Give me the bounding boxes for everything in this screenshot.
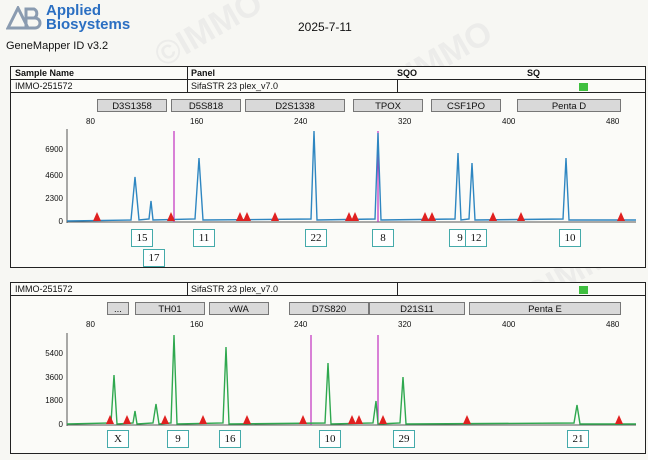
allele-label[interactable]: 8 <box>372 229 394 247</box>
x-tick: 240 <box>294 117 308 126</box>
allele-label[interactable]: 16 <box>219 430 241 448</box>
marker-vwa[interactable]: vWA <box>209 302 269 315</box>
marker-more[interactable]: ... <box>107 302 129 315</box>
marker-tpox[interactable]: TPOX <box>353 99 423 112</box>
y-tick: 2300 <box>45 194 63 203</box>
allele-label[interactable]: 12 <box>465 229 487 247</box>
y-tick: 6900 <box>45 145 63 154</box>
y-tick: 1800 <box>45 396 63 405</box>
y-tick: 4600 <box>45 171 63 180</box>
electropherogram-panel-green: IMMO-251572 SifaSTR 23 plex_v7.0 ... TH0… <box>10 282 646 454</box>
allele-label[interactable]: 10 <box>559 229 581 247</box>
allele-label[interactable]: 21 <box>567 430 589 448</box>
marker-d3s1358[interactable]: D3S1358 <box>97 99 167 112</box>
allele-label[interactable]: 17 <box>143 249 165 267</box>
panel-header: Panel <box>187 67 215 79</box>
y-tick: 0 <box>58 420 63 429</box>
allele-label[interactable]: 29 <box>393 430 415 448</box>
quality-indicator <box>579 286 588 294</box>
marker-penta-d[interactable]: Penta D <box>517 99 621 112</box>
x-tick: 80 <box>86 320 95 329</box>
x-tick: 160 <box>190 117 204 126</box>
app-name: GeneMapper ID v3.2 <box>6 40 109 52</box>
x-tick: 400 <box>502 117 516 126</box>
x-tick: 320 <box>398 320 412 329</box>
sample-row: IMMO-251572 SifaSTR 23 plex_v7.0 <box>11 80 645 93</box>
marker-penta-e[interactable]: Penta E <box>469 302 621 315</box>
x-tick: 480 <box>606 320 620 329</box>
marker-d21s11[interactable]: D21S11 <box>369 302 465 315</box>
allele-label[interactable]: 11 <box>193 229 215 247</box>
marker-th01[interactable]: TH01 <box>135 302 205 315</box>
allele-label[interactable]: 9 <box>167 430 189 448</box>
x-tick: 240 <box>294 320 308 329</box>
brand-name: Applied Biosystems <box>46 2 131 33</box>
sq-header: SQ <box>527 68 541 78</box>
y-tick: 3600 <box>45 373 63 382</box>
sample-name: IMMO-251572 <box>15 81 73 91</box>
sample-row: IMMO-251572 SifaSTR 23 plex_v7.0 <box>11 283 645 296</box>
brand-line1: Applied <box>46 2 101 19</box>
allele-label[interactable]: 22 <box>305 229 327 247</box>
report-date: 2025-7-11 <box>298 20 352 34</box>
x-tick: 160 <box>190 320 204 329</box>
allele-label[interactable]: 15 <box>131 229 153 247</box>
allele-label[interactable]: 10 <box>319 430 341 448</box>
x-tick: 80 <box>86 117 95 126</box>
sample-name: IMMO-251572 <box>15 284 73 294</box>
panel-name: SifaSTR 23 plex_v7.0 <box>187 283 278 295</box>
electropherogram-trace-blue <box>66 129 636 223</box>
brand-line2: Biosystems <box>46 16 131 33</box>
electropherogram-panel-blue: Sample Name Panel SQO SQ IMMO-251572 Sif… <box>10 66 646 268</box>
applied-biosystems-logo: Applied Biosystems <box>6 2 146 54</box>
quality-indicator <box>579 83 588 91</box>
sqo-header: SQO <box>397 68 418 78</box>
x-tick: 480 <box>606 117 620 126</box>
column-header-row: Sample Name Panel SQO SQ <box>11 67 645 80</box>
y-tick: 5400 <box>45 349 63 358</box>
x-tick: 320 <box>398 117 412 126</box>
ab-logo-icon <box>6 6 42 30</box>
marker-csf1po[interactable]: CSF1PO <box>431 99 501 112</box>
allele-label[interactable]: X <box>107 430 129 448</box>
panel-name: SifaSTR 23 plex_v7.0 <box>187 80 278 92</box>
y-tick: 0 <box>58 217 63 226</box>
marker-d7s820[interactable]: D7S820 <box>289 302 369 315</box>
x-tick: 400 <box>502 320 516 329</box>
marker-d5s818[interactable]: D5S818 <box>171 99 241 112</box>
electropherogram-trace-green <box>66 333 636 426</box>
sample-name-header: Sample Name <box>15 68 75 78</box>
marker-d2s1338[interactable]: D2S1338 <box>245 99 345 112</box>
